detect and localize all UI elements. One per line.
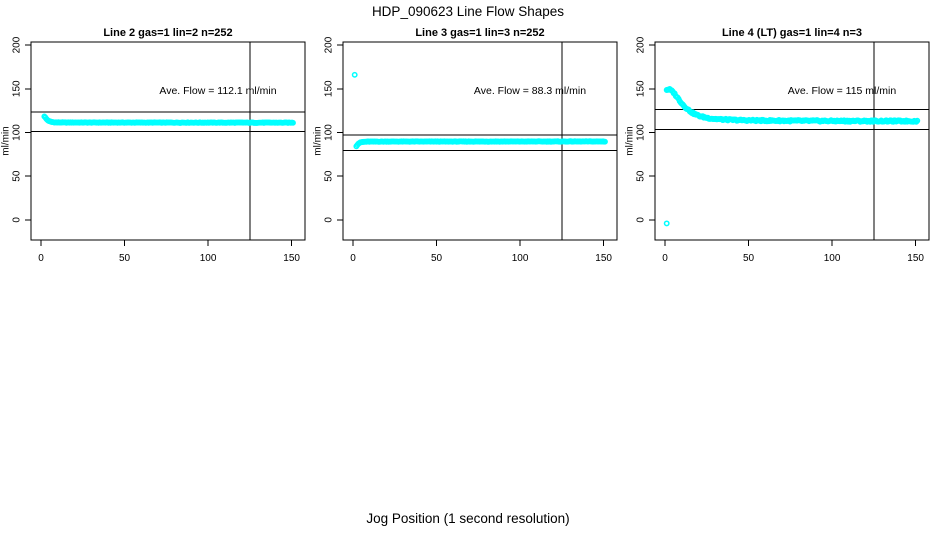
y-tick-label: 100 — [12, 124, 23, 141]
x-axis-label: Jog Position (1 second resolution) — [366, 511, 570, 526]
outlier-point — [663, 220, 670, 227]
x-tick-label: 0 — [38, 253, 44, 264]
panel-title: Line 4 (LT) gas=1 lin=4 n=3 — [722, 27, 862, 39]
y-axis-label: ml/min — [625, 126, 636, 155]
y-tick-label: 150 — [324, 80, 335, 97]
y-tick-label: 0 — [636, 217, 647, 223]
data-point — [914, 117, 921, 124]
x-tick-label: 100 — [824, 253, 841, 264]
data-points — [41, 113, 296, 126]
x-tick-label: 150 — [283, 253, 300, 264]
x-tick-label: 100 — [200, 253, 217, 264]
data-point — [602, 138, 608, 145]
data-points — [351, 71, 608, 150]
plot-box — [30, 41, 306, 241]
ave-flow-annotation: Ave. Flow = 112.1 ml/min — [159, 85, 276, 97]
y-tick-label: 50 — [324, 170, 335, 182]
panel-plot-line4: Line 4 (LT) gas=1 lin=4 n=3 0 50 100 150 0 50 1… — [625, 27, 930, 264]
plot-box — [654, 41, 930, 241]
data-point — [290, 119, 296, 126]
ave-flow-annotation: Ave. Flow = 88.3 ml/min — [474, 85, 586, 97]
y-tick-label: 100 — [324, 124, 335, 141]
data-points — [663, 85, 921, 227]
x-tick-label: 150 — [595, 253, 612, 264]
y-tick-label: 50 — [636, 170, 647, 182]
panel-row: Line 2 gas=1 lin=2 n=252 0 50 100 150 0 50 100 1… — [0, 25, 936, 275]
y-tick-label: 200 — [636, 36, 647, 53]
y-tick-label: 0 — [324, 217, 335, 223]
panel-title: Line 3 gas=1 lin=3 n=252 — [415, 27, 544, 39]
ave-flow-annotation: Ave. Flow = 115 ml/min — [788, 85, 897, 97]
y-axis-label: ml/min — [1, 126, 12, 155]
x-tick-label: 100 — [512, 253, 529, 264]
plot-box — [342, 41, 618, 241]
y-tick-label: 0 — [12, 217, 23, 223]
y-tick-label: 50 — [12, 170, 23, 182]
x-tick-label: 50 — [431, 253, 443, 264]
y-tick-label: 150 — [12, 80, 23, 97]
y-tick-label: 200 — [12, 36, 23, 53]
y-tick-label: 100 — [636, 124, 647, 141]
main-title: HDP_090623 Line Flow Shapes — [371, 4, 565, 19]
panel-plot-line3: Line 3 gas=1 lin=3 n=252 0 50 100 150 0 50 100 1… — [313, 27, 618, 264]
x-tick-label: 150 — [907, 253, 924, 264]
x-tick-label: 0 — [662, 253, 668, 264]
x-tick-label: 0 — [350, 253, 356, 264]
y-axis-label: ml/min — [313, 126, 324, 155]
panel-title: Line 2 gas=1 lin=2 n=252 — [103, 27, 232, 39]
x-tick-label: 50 — [743, 253, 755, 264]
outlier-point — [351, 71, 358, 78]
panel-plot-line2: Line 2 gas=1 lin=2 n=252 0 50 100 150 0 50 100 1… — [1, 27, 306, 264]
y-tick-label: 150 — [636, 80, 647, 97]
y-tick-label: 200 — [324, 36, 335, 53]
x-tick-label: 50 — [119, 253, 131, 264]
